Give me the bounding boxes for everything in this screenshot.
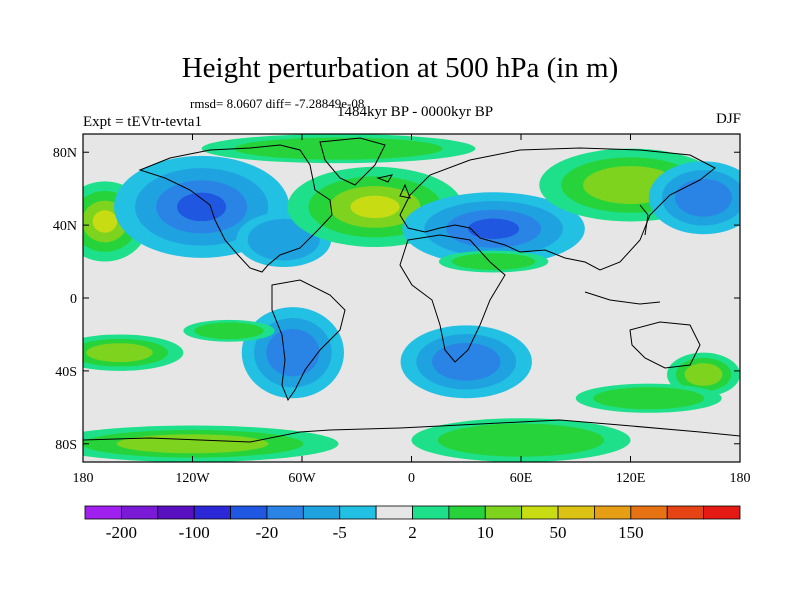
x-tick-label: 120E — [616, 471, 646, 486]
x-tick-label: 180 — [730, 471, 751, 486]
anomaly-region-10-level-2 — [432, 342, 501, 381]
y-tick-label: 80N — [53, 146, 77, 161]
colorbar-label: 10 — [477, 523, 494, 542]
experiment-label: Expt = tEVtr-tevta1 — [83, 114, 202, 130]
anomaly-region-13-level-2 — [684, 363, 723, 386]
anomaly-region-8-level-1 — [452, 253, 536, 270]
x-tick-label: 0 — [408, 471, 415, 486]
anomaly-region-11-level-2 — [86, 343, 153, 363]
colorbar-swatch-4 — [230, 505, 268, 520]
colorbar-label: -5 — [333, 523, 347, 542]
x-tick-label: 60E — [510, 471, 533, 486]
anomaly-region-12-level-1 — [194, 322, 264, 340]
colorbar-label: 50 — [550, 523, 567, 542]
season-label: DJF — [715, 111, 741, 127]
colorbar-swatch-2 — [157, 505, 195, 520]
anomaly-region-15-level-1 — [437, 423, 605, 457]
anomaly-region-5-level-3 — [468, 218, 520, 239]
colorbar-swatch-12 — [521, 505, 559, 520]
anomaly-region-4-level-1 — [234, 137, 443, 160]
colorbar-swatch-8 — [375, 505, 413, 520]
colorbar-swatch-13 — [557, 505, 595, 520]
colorbar-swatch-1 — [120, 505, 159, 520]
y-axis-ticks: 80N 40N 0 40S 80S — [53, 146, 740, 453]
colorbar-swatch-6 — [302, 505, 341, 520]
colorbar-swatch-14 — [594, 505, 632, 520]
colorbar-swatch-0 — [84, 505, 122, 520]
stats-text: rmsd= 8.0607 diff= -7.28849e-08 — [190, 96, 365, 111]
anomaly-region-2-level-1 — [247, 218, 320, 261]
coastlines — [83, 137, 740, 443]
y-tick-label: 40S — [55, 365, 77, 380]
anomaly-region-0-level-3 — [92, 210, 118, 233]
colorbar-swatch-16 — [666, 505, 705, 520]
colorbar-label: 2 — [408, 523, 417, 542]
anomaly-region-14-level-2 — [116, 434, 269, 454]
colorbar-swatch-7 — [339, 505, 377, 520]
anomaly-fields — [83, 134, 740, 462]
colorbar-label: -200 — [106, 523, 137, 542]
colorbar-swatch-11 — [484, 505, 523, 520]
x-tick-label: 60W — [288, 471, 316, 486]
anomaly-region-7-level-2 — [675, 178, 732, 217]
colorbar-swatch-9 — [412, 505, 450, 520]
colorbar-label: -20 — [256, 523, 279, 542]
x-tick-label: 180 — [73, 471, 94, 486]
plot-title: Height perturbation at 500 hPa (in m) — [181, 52, 619, 84]
colorbar-label: -100 — [179, 523, 210, 542]
colorbar-swatch-17 — [703, 505, 741, 520]
colorbar-label: 150 — [618, 523, 644, 542]
anomaly-region-9-level-2 — [266, 328, 320, 377]
anomaly-region-16-level-1 — [593, 387, 705, 410]
colorbar-swatch-10 — [448, 505, 486, 520]
colorbar-swatch-5 — [266, 505, 304, 520]
x-axis-ticks: 180 120W 60W 0 60E 120E 180 — [73, 134, 751, 486]
x-tick-label: 120W — [175, 471, 210, 486]
colorbar-swatch-3 — [193, 505, 231, 520]
y-tick-label: 80S — [55, 438, 77, 453]
y-tick-label: 40N — [53, 219, 77, 234]
y-tick-label: 0 — [70, 292, 77, 307]
period-subtitle: 1484kyr BP - 0000kyr BP — [336, 104, 494, 120]
colorbar: -200 -100 -20 -5 2 10 50 150 — [84, 505, 741, 542]
anomaly-region-3-level-3 — [350, 195, 400, 219]
colorbar-swatch-15 — [630, 505, 668, 520]
anomaly-region-1-level-3 — [177, 192, 227, 222]
